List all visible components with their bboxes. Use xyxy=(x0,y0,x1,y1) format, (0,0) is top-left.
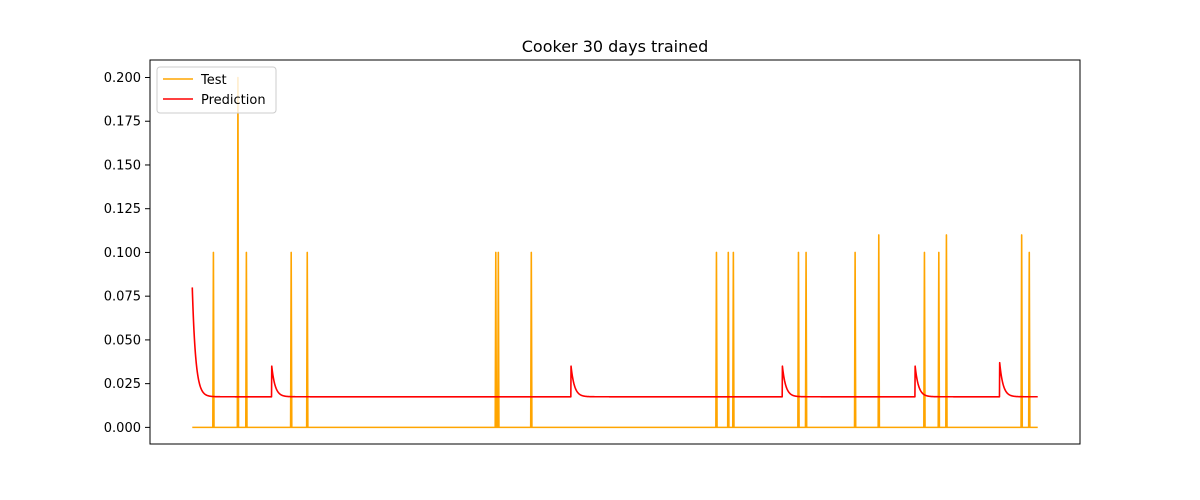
chart-title: Cooker 30 days trained xyxy=(522,37,709,56)
y-tick-label: 0.050 xyxy=(104,333,141,348)
legend: Test Prediction xyxy=(156,66,277,114)
plot-frame xyxy=(149,59,1081,445)
series-line-prediction xyxy=(191,287,1039,398)
series-layer xyxy=(191,76,1039,429)
y-tick-label: 0.100 xyxy=(104,246,141,261)
legend-label-test: Test xyxy=(200,73,227,88)
y-tick-label: 0.025 xyxy=(104,377,141,392)
y-tick-label: 0.075 xyxy=(104,290,141,305)
y-tick-label: 0.200 xyxy=(104,71,141,86)
y-tick-label: 0.125 xyxy=(104,202,141,217)
legend-label-prediction: Prediction xyxy=(201,93,266,108)
series-line-test xyxy=(192,76,1038,429)
y-tick-label: 0.175 xyxy=(104,115,141,130)
y-tick-label: 0.150 xyxy=(104,158,141,173)
y-axis: 0.000 0.025 0.050 0.075 0.100 0.125 0.150 0.175… xyxy=(104,71,150,436)
y-tick-label: 0.000 xyxy=(104,421,141,436)
